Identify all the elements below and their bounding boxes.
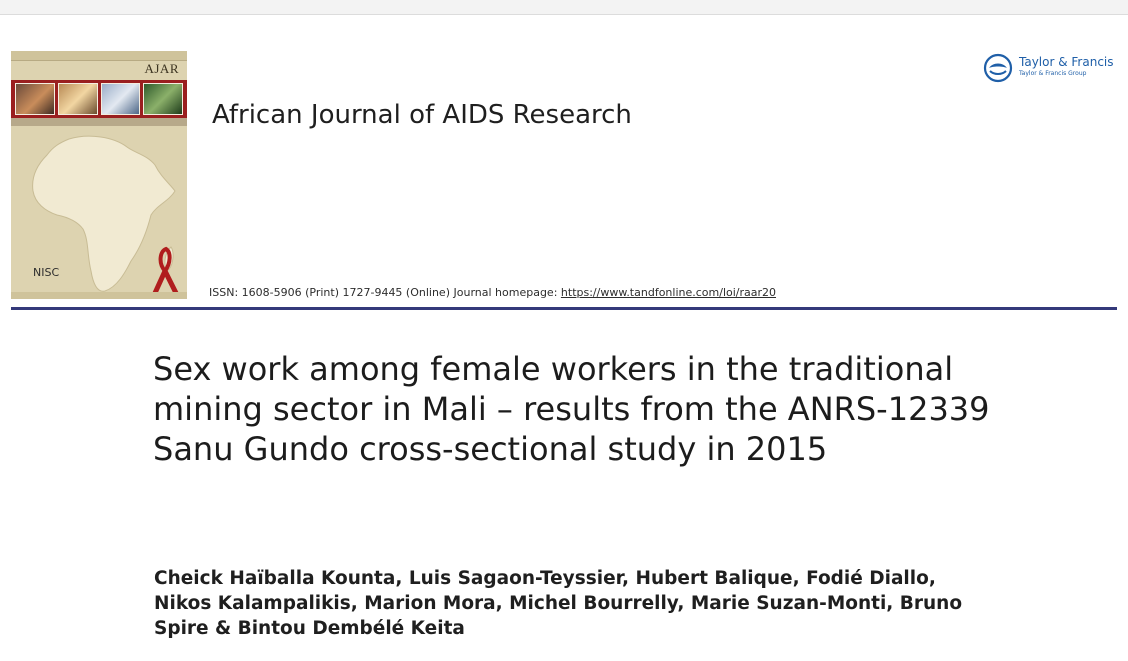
africa-map-icon	[32, 135, 179, 296]
publisher-subtitle: Taylor & Francis Group	[1019, 70, 1087, 77]
cover-journal-code: AJAR	[144, 61, 179, 76]
cover-photo	[15, 83, 55, 115]
cover-photo	[143, 83, 183, 115]
cover-band	[11, 118, 187, 126]
cover-photo	[57, 83, 98, 115]
article-authors: Cheick Haïballa Kounta, Luis Sagaon-Teys…	[154, 568, 963, 639]
article-title: Sex work among female workers in the tra…	[153, 350, 990, 468]
nisc-logo: NISC	[33, 266, 60, 279]
issn-line: ISSN: 1608-5906 (Print) 1727-9445 (Onlin…	[209, 286, 776, 299]
issn-text: ISSN: 1608-5906 (Print) 1727-9445 (Onlin…	[209, 286, 561, 299]
cover-photo-strip	[11, 80, 187, 118]
top-bar	[0, 0, 1128, 15]
journal-homepage-link[interactable]: https://www.tandfonline.com/loi/raar20	[560, 286, 777, 299]
publisher-name: Taylor & Francis	[1019, 55, 1114, 69]
cover-bottom-strip	[11, 292, 187, 299]
taylor-francis-logo-icon	[983, 53, 1013, 83]
publisher-logo[interactable]: Taylor & Francis Taylor & Francis Group	[983, 53, 1114, 83]
journal-title: African Journal of AIDS Research	[212, 100, 632, 130]
header-divider	[11, 307, 1117, 310]
journal-cover-image: AJAR NISC	[11, 51, 187, 299]
red-ribbon-icon	[152, 246, 179, 296]
publisher-text: Taylor & Francis Taylor & Francis Group	[1019, 55, 1114, 77]
cover-photo	[100, 83, 141, 115]
cover-top-strip	[11, 51, 187, 61]
